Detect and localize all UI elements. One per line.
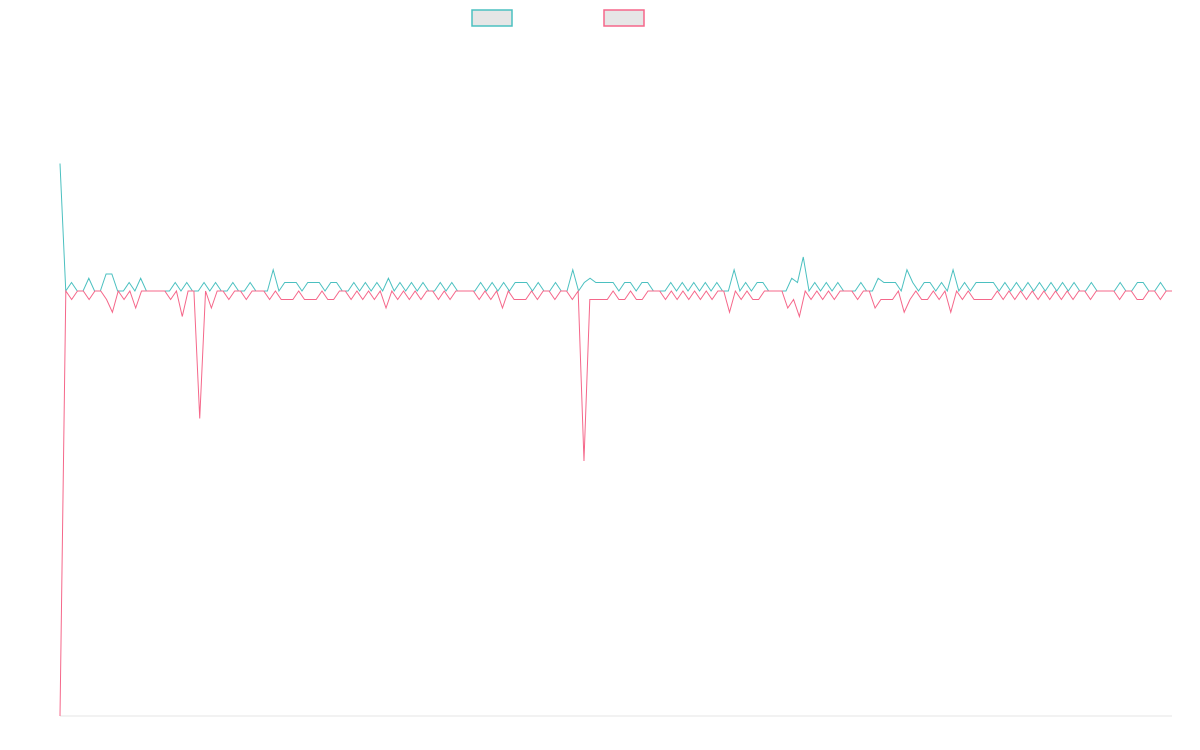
series-2-line: [59, 289, 1172, 717]
series-1-line: [59, 163, 1172, 293]
series-layer: [59, 163, 1172, 717]
legend: [471, 9, 645, 27]
legend-swatch-series-1[interactable]: [471, 9, 513, 27]
legend-swatch-series-2[interactable]: [603, 9, 645, 27]
